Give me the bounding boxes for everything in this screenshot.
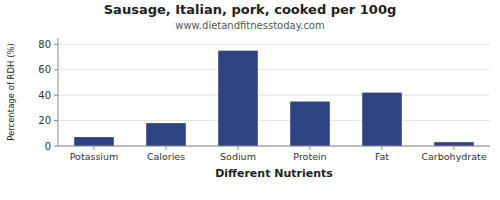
- y-tick: [54, 69, 58, 70]
- title: Sausage, Italian, pork, cooked per 100g: [104, 2, 397, 17]
- bar: [218, 51, 258, 146]
- grid-line: [58, 69, 490, 70]
- x-tick-label: Carbohydrate: [421, 151, 486, 162]
- y-tick: [54, 120, 58, 121]
- x-tick: [382, 146, 383, 150]
- bars: [74, 51, 474, 146]
- y-tick-label: 40: [38, 90, 51, 101]
- grid-line: [58, 120, 490, 121]
- y-tick-label: 80: [38, 39, 51, 50]
- x-tick: [454, 146, 455, 150]
- x-axis-label: Different Nutrients: [215, 167, 333, 180]
- subtitle: www.dietandfitnesstoday.com: [175, 20, 324, 31]
- grid-line: [58, 95, 490, 96]
- bar: [290, 102, 330, 146]
- x-tick-label: Sodium: [220, 151, 256, 162]
- chart: Sausage, Italian, pork, cooked per 100g w…: [0, 0, 500, 200]
- x-axis-line: [58, 146, 490, 147]
- x-tick-label: Fat: [375, 151, 389, 162]
- grid-line: [58, 146, 490, 147]
- grid-line: [58, 44, 490, 45]
- x-tick: [166, 146, 167, 150]
- x-tick: [94, 146, 95, 150]
- y-axis-label: Percentage of RDH (%): [6, 43, 16, 141]
- bar: [434, 142, 474, 146]
- x-tick-label: Potassium: [70, 151, 119, 162]
- y-tick-label: 20: [38, 115, 51, 126]
- bar: [362, 93, 402, 146]
- x-tick-label: Protein: [293, 151, 326, 162]
- y-tick-label: 60: [38, 64, 51, 75]
- y-tick: [54, 95, 58, 96]
- y-tick: [54, 146, 58, 147]
- x-tick-label: Calories: [147, 151, 185, 162]
- bar: [146, 123, 186, 146]
- x-tick: [238, 146, 239, 150]
- y-axis-line: [58, 38, 59, 146]
- y-tick: [54, 44, 58, 45]
- x-tick: [310, 146, 311, 150]
- chart-container: Sausage, Italian, pork, cooked per 100g w…: [0, 0, 500, 200]
- y-tick-label: 0: [45, 141, 51, 152]
- bar: [74, 137, 114, 146]
- grid: [58, 44, 490, 146]
